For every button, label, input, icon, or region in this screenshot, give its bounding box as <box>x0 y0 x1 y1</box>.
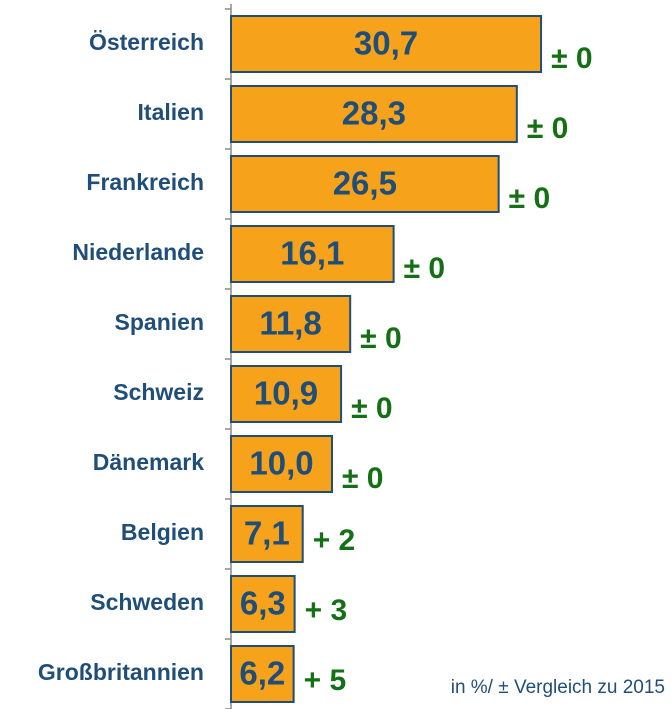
bar <box>230 365 343 423</box>
bar <box>230 645 295 703</box>
bar <box>230 155 500 213</box>
value-label: 6,3 <box>240 585 286 622</box>
value-label: 7,1 <box>244 515 290 552</box>
category-label: Dänemark <box>93 449 204 475</box>
bar <box>230 85 518 143</box>
value-label: 26,5 <box>333 165 397 202</box>
bar <box>230 225 395 283</box>
change-label: ± 0 <box>509 182 550 215</box>
change-label: + 5 <box>304 664 347 697</box>
change-label: + 3 <box>305 594 348 627</box>
change-label: ± 0 <box>404 252 445 285</box>
category-label: Frankreich <box>86 169 204 195</box>
value-label: 28,3 <box>342 95 406 132</box>
category-label: Großbritannien <box>38 659 204 685</box>
footnote: in %/ ± Vergleich zu 2015 <box>451 677 665 698</box>
value-label: 10,9 <box>254 375 318 412</box>
bar <box>230 505 304 563</box>
value-label: 11,8 <box>259 305 321 342</box>
change-label: ± 0 <box>351 392 392 425</box>
category-label: Italien <box>138 99 204 125</box>
category-label: Belgien <box>121 519 204 545</box>
bar <box>230 295 352 353</box>
category-label: Österreich <box>89 29 204 55</box>
value-label: 6,2 <box>239 655 285 692</box>
category-label: Schweden <box>90 589 204 615</box>
category-label: Niederlande <box>72 239 204 265</box>
change-label: ± 0 <box>360 322 401 355</box>
value-label: 10,0 <box>249 445 313 482</box>
bar <box>230 15 543 73</box>
change-label: + 2 <box>313 524 356 557</box>
value-label: 16,1 <box>280 235 344 272</box>
change-label: ± 0 <box>551 42 592 75</box>
change-label: ± 0 <box>527 112 568 145</box>
change-label: ± 0 <box>342 462 383 495</box>
bar <box>230 575 296 633</box>
bar <box>230 435 333 493</box>
category-label: Schweiz <box>113 379 204 405</box>
category-label: Spanien <box>115 309 204 335</box>
value-label: 30,7 <box>354 25 418 62</box>
